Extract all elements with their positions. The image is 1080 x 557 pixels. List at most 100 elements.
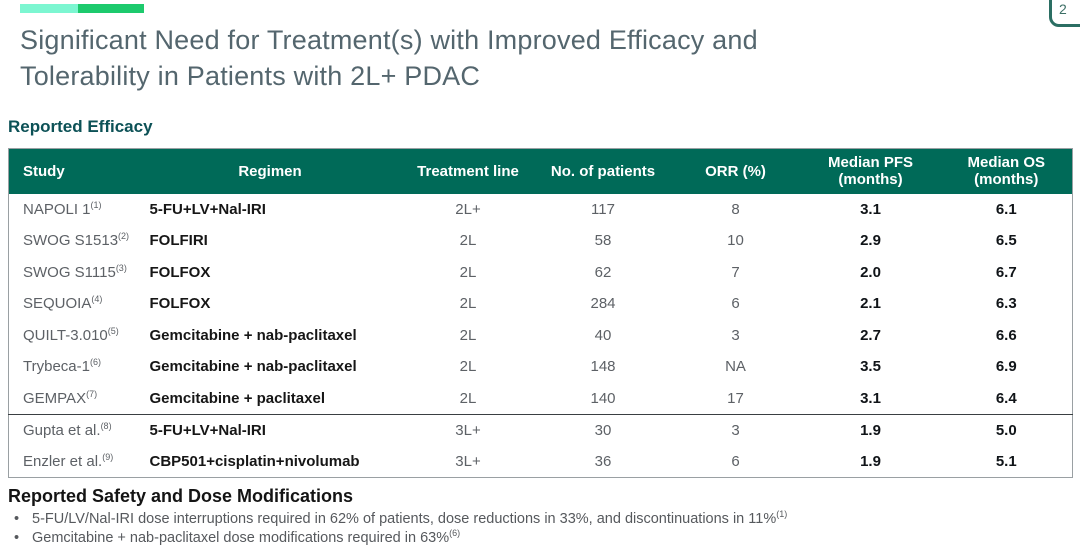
cell-study: Gupta et al.(8) — [8, 413, 140, 446]
cell-patients: 40 — [535, 319, 671, 351]
cell-regimen: FOLFOX — [139, 256, 401, 288]
cell-orr: 3 — [670, 319, 801, 351]
cell-patients: 140 — [535, 382, 671, 414]
cell-line: 2L+ — [400, 193, 536, 225]
cell-os: 6.9 — [940, 351, 1073, 383]
cell-study: QUILT-3.010(5) — [8, 319, 140, 351]
column-header-no-of-patients: No. of patients — [535, 148, 671, 194]
cell-patients: 284 — [535, 288, 671, 320]
bullet-dot: • — [14, 511, 20, 527]
cell-regimen: 5-FU+LV+Nal-IRI — [139, 193, 401, 225]
page-title-line2: Tolerability in Patients with 2L+ PDAC — [20, 61, 481, 91]
cell-orr: 6 — [670, 288, 801, 320]
cell-study: NAPOLI 1(1) — [8, 193, 140, 225]
cell-line: 2L — [400, 256, 536, 288]
reference-superscript: (6) — [449, 527, 461, 538]
cell-line: 3L+ — [400, 445, 536, 477]
cell-regimen: Gemcitabine + paclitaxel — [139, 382, 401, 414]
table-row: Gupta et al.(8) 5-FU+LV+Nal-IRI 3L+ 30 3 1.9 5… — [8, 413, 1073, 446]
cell-orr: 3 — [670, 413, 801, 446]
bullet-dot: • — [14, 529, 20, 546]
page-title: Significant Need for Treatment(s) with I… — [20, 22, 758, 94]
table-row: Trybeca-1(6) Gemcitabine + nab-paclitaxel… — [8, 351, 1073, 383]
cell-orr: 6 — [670, 445, 801, 477]
cell-regimen: CBP501+cisplatin+nivolumab — [139, 445, 401, 477]
cell-patients: 36 — [535, 445, 671, 477]
cell-orr: NA — [670, 351, 801, 383]
page-number: 2 — [1059, 1, 1067, 17]
cell-regimen: Gemcitabine + nab-paclitaxel — [139, 351, 401, 383]
table-row: GEMPAX(7) Gemcitabine + paclitaxel 2L 140 17… — [8, 382, 1073, 414]
column-header-median-os: Median OS (months) — [940, 148, 1073, 194]
cell-study: Enzler et al.(9) — [8, 445, 140, 477]
column-header-treatment-line: Treatment line — [400, 148, 536, 194]
cell-os: 5.0 — [940, 413, 1073, 446]
cell-os: 6.5 — [940, 225, 1073, 257]
efficacy-table: Study Regimen Treatment line No. of pati… — [8, 148, 1073, 478]
cell-pfs: 1.9 — [800, 413, 941, 446]
cell-orr: 17 — [670, 382, 801, 414]
table-row: NAPOLI 1(1) 5-FU+LV+Nal-IRI 2L+ 117 8 3.1 6.1 — [8, 193, 1073, 225]
cell-os: 6.1 — [940, 193, 1073, 225]
cell-study: GEMPAX(7) — [8, 382, 140, 414]
cell-orr: 10 — [670, 225, 801, 257]
reference-superscript: (1) — [776, 509, 788, 520]
reference-superscript: (2) — [118, 231, 130, 242]
table-row: SWOG S1513(2) FOLFIRI 2L 58 10 2.9 6.5 — [8, 225, 1073, 257]
efficacy-table-header: Study Regimen Treatment line No. of pati… — [8, 148, 1073, 194]
reference-superscript: (8) — [100, 420, 112, 431]
cell-orr: 8 — [670, 193, 801, 225]
cell-os: 6.6 — [940, 319, 1073, 351]
table-row: SWOG S1115(3) FOLFOX 2L 62 7 2.0 6.7 — [8, 256, 1073, 288]
column-header-orr: ORR (%) — [670, 148, 801, 194]
reference-superscript: (4) — [91, 294, 103, 305]
cell-line: 2L — [400, 319, 536, 351]
accent-segment-aqua — [20, 4, 78, 13]
cell-os: 6.7 — [940, 256, 1073, 288]
efficacy-table-body: NAPOLI 1(1) 5-FU+LV+Nal-IRI 2L+ 117 8 3.1 6.1 S… — [8, 193, 1073, 477]
reference-superscript: (3) — [115, 262, 127, 273]
cell-regimen: Gemcitabine + nab-paclitaxel — [139, 319, 401, 351]
section-title-reported-efficacy: Reported Efficacy — [8, 117, 153, 136]
cell-study: SEQUOIA(4) — [8, 288, 140, 320]
reference-superscript: (7) — [86, 388, 98, 399]
cell-orr: 7 — [670, 256, 801, 288]
cell-pfs: 1.9 — [800, 445, 941, 477]
cell-study: SWOG S1115(3) — [8, 256, 140, 288]
cell-regimen: FOLFOX — [139, 288, 401, 320]
cell-os: 6.4 — [940, 382, 1073, 414]
cell-patients: 62 — [535, 256, 671, 288]
safety-bullet-item: • 5-FU/LV/Nal-IRI dose interruptions requ… — [14, 509, 788, 527]
safety-bullet-item: • Gemcitabine + nab-paclitaxel dose modif… — [14, 527, 461, 546]
page-number-badge: 2 — [1049, 0, 1080, 27]
page-title-line1: Significant Need for Treatment(s) with I… — [20, 25, 758, 55]
cell-os: 6.3 — [940, 288, 1073, 320]
column-header-median-pfs: Median PFS (months) — [800, 148, 941, 194]
table-row: SEQUOIA(4) FOLFOX 2L 284 6 2.1 6.3 — [8, 288, 1073, 320]
section-title-reported-safety: Reported Safety and Dose Modifications — [8, 486, 354, 506]
column-header-study: Study — [8, 148, 140, 194]
safety-bullet-list: • 5-FU/LV/Nal-IRI dose interruptions requ… — [10, 510, 1070, 547]
cell-patients: 30 — [535, 413, 671, 446]
column-header-regimen: Regimen — [139, 148, 401, 194]
reference-superscript: (5) — [107, 325, 119, 336]
table-row: QUILT-3.010(5) Gemcitabine + nab-paclitax… — [8, 319, 1073, 351]
cell-line: 2L — [400, 382, 536, 414]
cell-patients: 58 — [535, 225, 671, 257]
accent-bar — [20, 4, 144, 13]
cell-pfs: 2.0 — [800, 256, 941, 288]
accent-segment-green — [78, 4, 144, 13]
cell-line: 2L — [400, 288, 536, 320]
table-row: Enzler et al.(9) CBP501+cisplatin+nivolum… — [8, 445, 1073, 477]
cell-os: 5.1 — [940, 445, 1073, 477]
reference-superscript: (1) — [90, 199, 102, 210]
cell-pfs: 3.1 — [800, 193, 941, 225]
cell-regimen: FOLFIRI — [139, 225, 401, 257]
cell-pfs: 2.1 — [800, 288, 941, 320]
cell-pfs: 3.1 — [800, 382, 941, 414]
cell-study: SWOG S1513(2) — [8, 225, 140, 257]
cell-pfs: 2.9 — [800, 225, 941, 257]
cell-pfs: 3.5 — [800, 351, 941, 383]
reference-superscript: (9) — [102, 451, 114, 462]
